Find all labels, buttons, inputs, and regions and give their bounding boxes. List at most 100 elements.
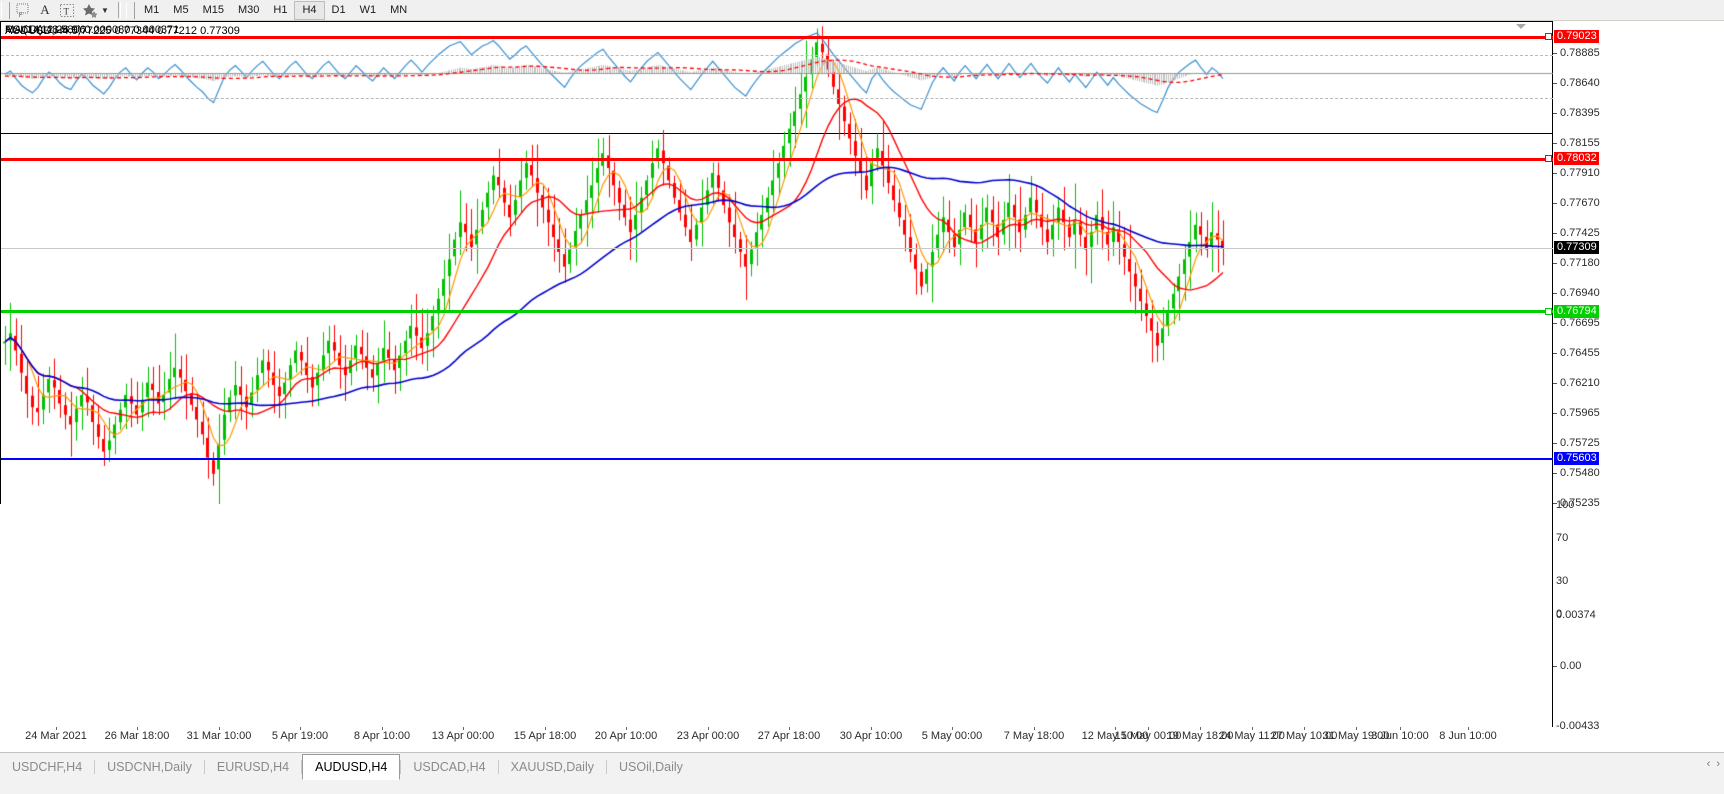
macd-tick-label: 0.00 xyxy=(1560,660,1582,673)
toolbar-grip[interactable] xyxy=(1,1,10,19)
objects-dropdown-arrow-icon[interactable]: ▼ xyxy=(100,1,114,20)
plot-area[interactable]: AUDUSD,H4 0.77225 0.77344 0.77212 0.7730… xyxy=(0,21,1553,749)
price-tick: 0.75235 xyxy=(1553,497,1724,510)
rsi-level-line xyxy=(1,98,1553,100)
tick-label: 0.77670 xyxy=(1560,196,1600,209)
resistance-line-upper-badge[interactable]: 0.79023 xyxy=(1554,30,1599,44)
period-h1[interactable]: H1 xyxy=(273,4,288,16)
period-m5[interactable]: M5 xyxy=(173,4,189,16)
chart-tab-usoil-daily[interactable]: USOil,Daily xyxy=(619,760,683,774)
time-axis-label: 8 Jun 10:00 xyxy=(1439,730,1497,742)
time-tick xyxy=(1468,727,1469,730)
tick-dash xyxy=(1553,263,1557,265)
time-tick xyxy=(1115,727,1116,730)
svg-text:T: T xyxy=(64,6,70,16)
period-m30[interactable]: M30 xyxy=(237,4,260,16)
tick-label: 0.77180 xyxy=(1560,257,1600,270)
price-tick: 0.78885 xyxy=(1553,47,1724,60)
text-box-icon[interactable]: T xyxy=(56,1,78,20)
tab-divider xyxy=(301,760,303,774)
price-scale[interactable]: 0.78885 0.78640 0.78395 0.78155 0.77910 0.776… xyxy=(1552,21,1724,732)
chart-tab-eurusd-h4[interactable]: EURUSD,H4 xyxy=(216,760,290,774)
macd-canvas xyxy=(1,22,1553,133)
level-line-handle[interactable] xyxy=(1545,307,1552,315)
tab-divider xyxy=(203,760,205,774)
time-axis-label: 13 Apr 00:00 xyxy=(431,730,495,742)
rsi-tick: 0 xyxy=(1553,608,1724,621)
time-tick xyxy=(952,727,953,730)
time-tick xyxy=(382,727,383,730)
price-tick: 0.78640 xyxy=(1553,77,1724,90)
period-m15[interactable]: M15 xyxy=(202,4,224,16)
chevron-down-glyph: ▼ xyxy=(101,5,109,15)
macd-tick: 0.00 xyxy=(1553,660,1724,673)
tick-dash xyxy=(1553,323,1557,325)
time-axis[interactable]: 24 Mar 2021 26 Mar 18:00 31 Mar 10:00 5 Apr… xyxy=(0,727,1552,749)
letter-a-glyph: A xyxy=(40,2,50,17)
tab-divider xyxy=(606,760,607,774)
text-label-icon[interactable]: A xyxy=(34,1,56,20)
chart-tab-audusd-h4[interactable]: AUDUSD,H4 xyxy=(302,754,401,780)
tick-label: 0.78155 xyxy=(1560,137,1600,150)
support-line-green-badge[interactable]: 0.76794 xyxy=(1554,304,1599,318)
period-h4[interactable]: H4 xyxy=(294,0,325,20)
level-line-handle[interactable] xyxy=(1545,33,1552,41)
rsi-tick: 100 xyxy=(1553,499,1724,512)
time-tick xyxy=(300,727,301,730)
time-tick xyxy=(1400,727,1401,730)
rsi-tick-label: 70 xyxy=(1556,531,1569,544)
time-tick xyxy=(1148,727,1149,730)
rsi-tick-label: 0 xyxy=(1556,608,1563,620)
period-m1[interactable]: M1 xyxy=(144,4,160,16)
tab-scroll-controls[interactable]: ‹ › xyxy=(1707,758,1720,770)
tick-label: 0.78395 xyxy=(1560,107,1600,120)
price-tick: 0.77670 xyxy=(1553,197,1724,210)
time-axis-label: 27 May 10:00 xyxy=(1270,730,1338,742)
time-axis-label: 15 Apr 18:00 xyxy=(513,730,577,742)
period-d1[interactable]: D1 xyxy=(331,4,346,16)
tab-scroll-left-icon[interactable]: ‹ xyxy=(1706,758,1711,770)
time-axis-label: 19 May 18:00 xyxy=(1166,730,1234,742)
chart-tab-bar[interactable]: USDCHF,H4 USDCNH,Daily EURUSD,H4 AUDUSD,H4 U… xyxy=(0,752,1724,794)
chart-tab-usdchf-h4[interactable]: USDCHF,H4 xyxy=(12,760,83,774)
tick-dash xyxy=(1553,666,1557,668)
chart-tab-usdcad-h4[interactable]: USDCAD,H4 xyxy=(413,760,486,774)
time-axis-label: 24 Mar 2021 xyxy=(25,730,87,742)
crosshair-tool-icon[interactable]: F xyxy=(12,1,34,20)
time-axis-label: 26 Mar 18:00 xyxy=(104,730,170,742)
chart-tab-xauusd-daily[interactable]: XAUUSD,Daily xyxy=(510,760,594,774)
tick-dash xyxy=(1553,292,1557,294)
price-tick: 0.75965 xyxy=(1553,407,1724,420)
period-mn[interactable]: MN xyxy=(390,4,408,16)
objects-list-icon[interactable] xyxy=(78,1,100,20)
tick-dash xyxy=(1553,442,1557,444)
time-axis-label: 7 May 18:00 xyxy=(1003,730,1065,742)
rsi-tick: 30 xyxy=(1553,575,1724,588)
last-price-gridline xyxy=(1,248,1553,250)
tick-label: 0.76695 xyxy=(1560,317,1600,330)
tab-scroll-right-icon[interactable]: › xyxy=(1716,758,1720,770)
objects-glyph xyxy=(82,3,98,18)
chart-tab-usdcnh-daily[interactable]: USDCNH,Daily xyxy=(107,760,192,774)
period-w1[interactable]: W1 xyxy=(359,4,377,16)
price-tick: 0.75725 xyxy=(1553,437,1724,450)
tick-dash xyxy=(1553,83,1557,85)
rsi-tick-label: 100 xyxy=(1556,499,1575,511)
period-toolbar-grip[interactable] xyxy=(126,1,135,19)
time-axis-label: 23 Apr 00:00 xyxy=(676,730,740,742)
time-axis-label: 20 Apr 10:00 xyxy=(594,730,658,742)
chart-stage[interactable]: AUDUSD,H4 0.77225 0.77344 0.77212 0.7730… xyxy=(0,21,1724,794)
tick-dash xyxy=(1553,503,1557,504)
resistance-line-lower-badge[interactable]: 0.78032 xyxy=(1554,152,1599,166)
time-axis-label: 31 Mar 10:00 xyxy=(186,730,252,742)
tick-label: 0.76210 xyxy=(1560,376,1600,389)
support-line-blue-badge[interactable]: 0.75603 xyxy=(1554,451,1599,465)
price-tick: 0.78395 xyxy=(1553,107,1724,120)
tab-divider xyxy=(400,760,402,774)
price-tick: 0.77425 xyxy=(1553,227,1724,240)
level-line-handle[interactable] xyxy=(1545,155,1552,163)
toolbar-separator xyxy=(118,2,121,18)
tick-label: 0.78885 xyxy=(1560,47,1600,60)
tick-label: 0.75725 xyxy=(1560,436,1600,449)
